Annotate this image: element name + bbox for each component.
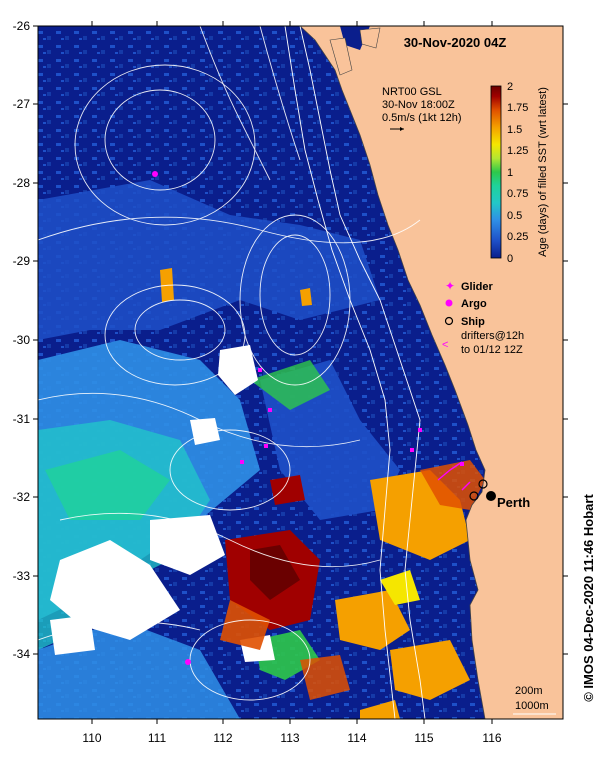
colorbar-label: Age (days) of filled SST (wrt latest) bbox=[537, 87, 549, 257]
colorbar-gradient bbox=[490, 85, 502, 259]
lon-tick-label: 115 bbox=[414, 731, 433, 745]
lon-tick-label: 116 bbox=[482, 731, 501, 745]
lat-tick-label: -32 bbox=[13, 490, 31, 504]
colorbar-tick: 1.25 bbox=[507, 145, 528, 157]
lon-tick-label: 113 bbox=[280, 731, 299, 745]
ship-markers bbox=[469, 479, 488, 501]
colorbar: 2 1.75 1.5 1.25 1 0.75 0.5 0.25 0 Age (d… bbox=[490, 81, 549, 265]
lat-tick-label: -26 bbox=[13, 19, 31, 33]
lon-tick-label: 112 bbox=[213, 731, 232, 745]
map-frame bbox=[37, 25, 564, 720]
perth-marker bbox=[486, 491, 496, 501]
lon-tick-label: 110 bbox=[82, 731, 101, 745]
colorbar-tick: 2 bbox=[507, 81, 513, 93]
colorbar-tick: 0.75 bbox=[507, 188, 528, 200]
legend-argo: Argo bbox=[461, 298, 487, 310]
lat-tick-label: -27 bbox=[13, 97, 31, 111]
glider-icon: ✦ bbox=[445, 279, 455, 293]
lat-tick-label: -28 bbox=[13, 176, 31, 190]
perth-label: Perth bbox=[497, 495, 530, 510]
colorbar-tick: 1 bbox=[507, 167, 513, 179]
sea-level-contours bbox=[38, 26, 421, 701]
colorbar-tick: 0.25 bbox=[507, 231, 528, 243]
glider-markers bbox=[240, 368, 464, 466]
lat-tick-label: -33 bbox=[13, 569, 31, 583]
colorbar-tick: 0 bbox=[507, 253, 513, 265]
lon-axis: 110 111 112 113 114 115 116 bbox=[82, 21, 502, 745]
depth-1000m: 1000m bbox=[515, 700, 549, 712]
lat-tick-label: -34 bbox=[13, 647, 31, 661]
argo-icon bbox=[445, 299, 453, 307]
lat-tick-label: -31 bbox=[13, 412, 31, 426]
sst-age-field bbox=[38, 180, 485, 719]
gsl-info: NRT00 GSL 30-Nov 18:00Z 0.5m/s (1kt 12h) bbox=[382, 86, 461, 131]
colorbar-tick: 1.75 bbox=[507, 102, 528, 114]
colorbar-tick: 1.5 bbox=[507, 124, 522, 136]
map-title: 30-Nov-2020 04Z bbox=[404, 35, 507, 50]
legend-drifters-line2: to 01/12 12Z bbox=[461, 344, 523, 356]
depth-legend: 200m 1000m bbox=[513, 685, 556, 715]
legend: ✦ Glider Argo Ship drifters@12h < to 01/… bbox=[442, 279, 524, 356]
legend-ship: Ship bbox=[461, 316, 485, 328]
legend-glider: Glider bbox=[461, 281, 494, 293]
lon-tick-label: 111 bbox=[148, 731, 167, 745]
lat-tick-label: -29 bbox=[13, 254, 31, 268]
ship-icon bbox=[444, 316, 454, 326]
lon-tick-label: 114 bbox=[347, 731, 366, 745]
lat-axis: -26 -27 -28 -29 -30 -31 -32 -33 -34 bbox=[13, 19, 568, 661]
credit-text: © IMOS 04-Dec-2020 11:46 Hobart bbox=[581, 494, 596, 702]
gsl-time: 30-Nov 18:00Z bbox=[382, 99, 455, 111]
gsl-scale: 0.5m/s (1kt 12h) bbox=[382, 112, 461, 124]
argo-float-markers bbox=[152, 171, 191, 665]
bathymetry-contours bbox=[284, 26, 426, 719]
drifter-tracks bbox=[437, 461, 471, 491]
colorbar-tick: 0.5 bbox=[507, 210, 522, 222]
depth-200m: 200m bbox=[515, 685, 543, 697]
drifter-icon: < bbox=[442, 339, 448, 351]
lat-tick-label: -30 bbox=[13, 333, 31, 347]
gsl-product: NRT00 GSL bbox=[382, 86, 442, 98]
legend-drifters-line1: drifters@12h bbox=[461, 330, 524, 342]
